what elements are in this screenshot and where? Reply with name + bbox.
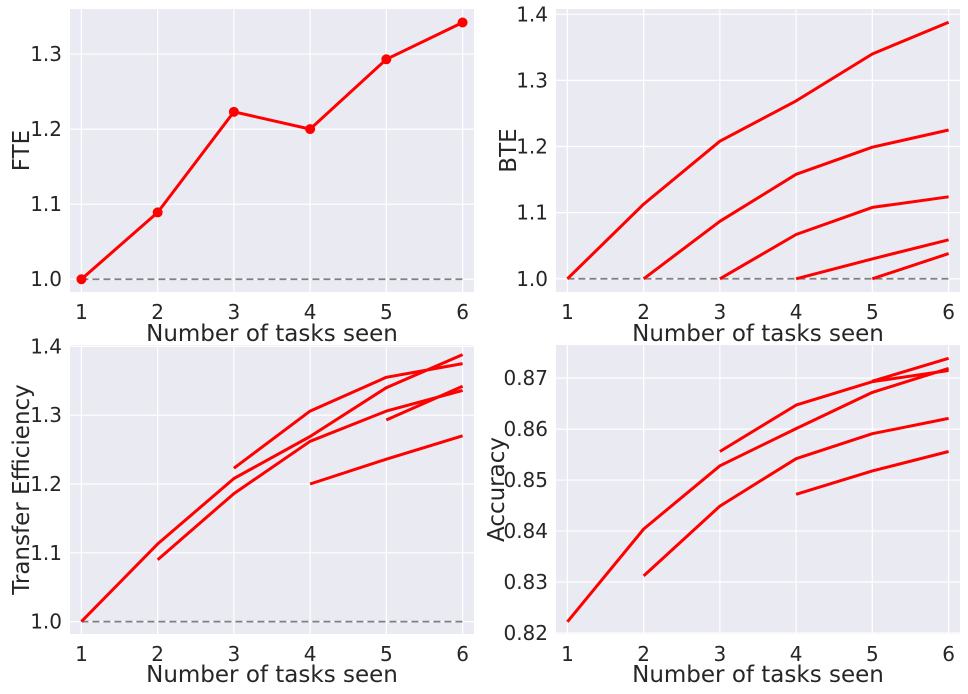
x-tick-label: 1 [561, 300, 574, 324]
x-tick-label: 6 [942, 642, 955, 666]
y-axis-label: BTE [496, 128, 522, 172]
data-point [76, 274, 87, 285]
y-tick-label: 1.1 [30, 192, 62, 216]
x-tick-label: 5 [380, 300, 393, 324]
x-tick-label: 4 [304, 642, 317, 666]
x-tick-label: 6 [456, 300, 469, 324]
x-tick-label: 1 [75, 642, 88, 666]
y-tick-label: 0.87 [503, 366, 548, 390]
y-tick-label: 0.85 [503, 468, 548, 492]
y-tick-label: 1.2 [516, 135, 548, 159]
x-tick-label: 4 [790, 642, 803, 666]
y-axis-label: FTE [9, 130, 35, 171]
series-line-4 [795, 238, 949, 281]
x-tick-label: 4 [304, 300, 317, 324]
y-tick-label: 1.4 [516, 2, 548, 26]
x-tick-label: 3 [228, 300, 241, 324]
series-line-1 [80, 21, 464, 281]
y-tick-label: 1.4 [30, 334, 62, 358]
plot-area [556, 345, 960, 634]
x-tick-label: 4 [790, 300, 803, 324]
data-point [457, 17, 468, 28]
x-tick-label: 6 [456, 642, 469, 666]
y-tick-label: 1.0 [30, 610, 62, 634]
x-tick-label: 6 [942, 300, 955, 324]
series-line-3 [233, 362, 463, 470]
chart-panel-2: 1 2 3 4 5 6 1.0 1.1 1.2 1.3 1.4 Number of tasks see… [496, 2, 960, 347]
series-line-3 [719, 369, 949, 453]
chart-panel-1: 1 2 3 4 5 6 1.0 1.1 1.2 1.3 Number of tasks seen FT… [9, 9, 474, 347]
x-axis-label: Number of tasks seen [146, 662, 398, 688]
x-tick-label: 3 [714, 300, 727, 324]
x-tick-label: 1 [75, 300, 88, 324]
x-tick-label: 3 [714, 642, 727, 666]
series-line-5 [871, 252, 950, 281]
data-point [228, 106, 239, 117]
y-tick-label: 1.2 [30, 472, 62, 496]
x-tick-label: 5 [866, 642, 879, 666]
y-tick-label: 1.3 [30, 42, 62, 66]
series-line-1 [566, 366, 950, 623]
y-tick-label: 1.1 [516, 201, 548, 225]
x-tick-label: 2 [637, 300, 650, 324]
x-tick-label: 2 [151, 300, 164, 324]
series-line-5 [385, 384, 464, 422]
x-tick-label: 1 [561, 642, 574, 666]
x-axis-label: Number of tasks seen [632, 321, 884, 347]
series-line-3 [719, 195, 949, 281]
series-line-4 [795, 450, 949, 496]
chart-panel-3: 1 2 3 4 5 6 1.0 1.1 1.2 1.3 1.4 Number of tasks see… [9, 334, 474, 688]
y-tick-label: 0.82 [503, 621, 548, 645]
data-point [152, 207, 163, 218]
series-line-1 [80, 353, 464, 623]
y-tick-label: 1.0 [30, 267, 62, 291]
data-point [381, 54, 392, 65]
plot-area [556, 9, 960, 292]
y-tick-label: 1.1 [30, 541, 62, 565]
y-axis-label: Accuracy [484, 437, 510, 542]
y-axis-label: Transfer Efficiency [9, 384, 35, 596]
series-line-5 [871, 356, 950, 383]
x-axis-label: Number of tasks seen [146, 321, 398, 347]
series-line-2 [642, 416, 949, 578]
y-tick-label: 0.84 [503, 519, 548, 543]
y-tick-label: 1.2 [30, 117, 62, 141]
plot-area [70, 9, 474, 292]
x-tick-label: 3 [228, 642, 241, 666]
x-tick-label: 2 [637, 642, 650, 666]
series-line-1 [566, 20, 950, 280]
y-tick-label: 0.83 [503, 570, 548, 594]
plot-area [70, 345, 474, 634]
x-tick-label: 2 [151, 642, 164, 666]
x-tick-label: 5 [866, 300, 879, 324]
y-tick-label: 1.3 [30, 403, 62, 427]
y-tick-label: 1.3 [516, 68, 548, 92]
y-tick-label: 1.0 [516, 267, 548, 291]
series-line-4 [309, 434, 464, 486]
x-tick-label: 5 [380, 642, 393, 666]
series-line-2 [642, 128, 949, 280]
chart-panel-4: 1 2 3 4 5 6 0.82 0.83 0.84 0.85 0.86 0.87 Number of … [484, 345, 960, 688]
series-line-2 [156, 388, 463, 561]
x-axis-label: Number of tasks seen [632, 662, 884, 688]
y-tick-label: 0.86 [503, 417, 548, 441]
data-point [305, 124, 316, 135]
